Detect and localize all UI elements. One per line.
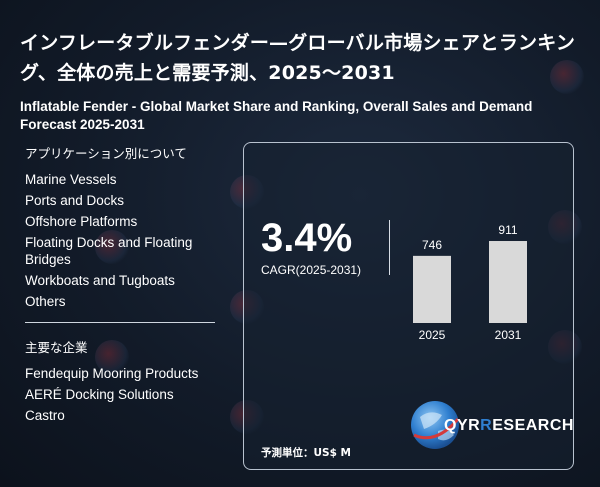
logo-text-research: ESEARCH xyxy=(492,417,574,434)
x-tick-label: 2025 xyxy=(419,328,446,342)
bar-value-label: 911 xyxy=(498,223,517,237)
application-item: Workboats and Tugboats xyxy=(25,273,175,288)
watermark-logo xyxy=(550,60,584,94)
bar-2031 xyxy=(489,241,527,323)
applications-heading: アプリケーション別について xyxy=(25,146,187,161)
qyresearch-logo: QYRRESEARCH xyxy=(410,395,573,455)
application-item: Marine Vessels xyxy=(25,172,117,187)
application-item: Floating Docks and Floating Bridges xyxy=(25,235,193,267)
page-title-jp: インフレータブルフェンダー—グローバル市場シェアとランキング、全体の売上と需要予… xyxy=(20,32,576,84)
bar-value-label: 746 xyxy=(422,238,442,252)
bar-2025 xyxy=(413,255,451,323)
logo-text-r: R xyxy=(480,417,493,434)
cagr-value: 3.4% xyxy=(261,216,353,260)
market-size-bar-chart: 746 2025 911 2031 xyxy=(413,223,527,342)
companies-list: Fendequip Mooring Products AERÉ Docking … xyxy=(25,365,220,424)
application-item: Ports and Docks xyxy=(25,193,125,208)
unit-label: 予測単位：US$ M xyxy=(261,447,351,459)
company-item: Fendequip Mooring Products xyxy=(25,366,199,381)
globe-icon xyxy=(411,401,460,449)
watermark-logo xyxy=(95,340,129,374)
company-item: Castro xyxy=(25,408,65,423)
cagr-divider xyxy=(389,220,390,275)
cagr-label: CAGR(2025-2031) xyxy=(261,263,362,277)
forecast-panel: 3.4% CAGR(2025-2031) 746 2025 911 2031 QYRR… xyxy=(243,142,574,470)
companies-heading: 主要な企業 xyxy=(25,340,88,355)
applications-list: Marine Vessels Ports and Docks Offshore … xyxy=(25,171,220,310)
logo-text: QYRRESEARCH xyxy=(444,417,574,435)
section-divider xyxy=(25,322,215,323)
company-item: AERÉ Docking Solutions xyxy=(25,387,174,402)
page-title-en: Inflatable Fender - Global Market Share … xyxy=(20,99,533,132)
x-tick-label: 2031 xyxy=(495,328,522,342)
logo-text-qyr: QYR xyxy=(444,417,481,434)
left-column: アプリケーション別について Marine Vessels Ports and D… xyxy=(25,143,220,428)
application-item: Others xyxy=(25,294,66,309)
application-item: Offshore Platforms xyxy=(25,214,138,229)
watermark-logo xyxy=(95,230,129,264)
